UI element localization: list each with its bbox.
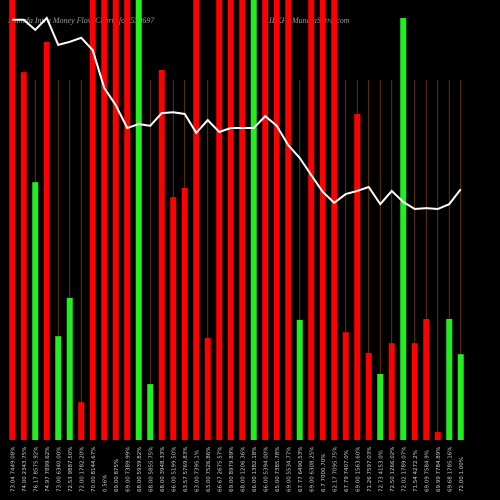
x-tick-label: 62.17 7095.75% [332, 447, 338, 492]
x-tick-label: 0.56% [102, 475, 108, 492]
x-tick-label: 72.00 1.00% [459, 457, 465, 492]
bar [411, 343, 418, 440]
chart-title: Munafa Intra Money Flow Charts for 53969… [7, 16, 155, 25]
bar [66, 297, 73, 440]
bar [273, 0, 280, 440]
x-tick-label: 66.00 5394.00% [263, 447, 269, 492]
bar [32, 182, 39, 440]
x-tick-label: 69.09 7584.9% [424, 450, 430, 492]
x-tick-label: 69.99 7784.89% [436, 447, 442, 492]
x-tick-label: 72.02 1789.07% [401, 447, 407, 492]
bar [135, 0, 142, 440]
flow-line [12, 16, 462, 211]
bar [227, 0, 234, 440]
bar [158, 69, 165, 441]
x-tick-label: 63.57 5769.83% [183, 447, 189, 492]
bar [78, 402, 85, 440]
x-tick-label: 72.00 1782.20% [79, 447, 85, 492]
bar [319, 0, 326, 440]
bar [365, 352, 372, 440]
x-tick-label: 72.53 9887.50% [68, 447, 74, 492]
bar [457, 354, 464, 440]
bar [342, 332, 349, 440]
x-tick-label: 68.00 5855.75% [148, 447, 154, 492]
bar [112, 0, 119, 440]
bar [204, 337, 211, 440]
bar [147, 384, 154, 440]
x-tick-label: 63.00 7395.1% [194, 450, 200, 492]
x-tick-label: 66.67 2675.57% [217, 447, 223, 492]
x-tick-label: 69.68 1785.16% [447, 447, 453, 492]
bar [262, 0, 269, 440]
bar [43, 41, 50, 441]
bar [101, 0, 108, 440]
bar [9, 0, 16, 440]
bar [55, 336, 62, 440]
bar [354, 113, 361, 441]
bar [181, 187, 188, 440]
x-tick-label: 72.73 4153.0% [378, 450, 384, 492]
x-tick-label: 66.00 5199.50% [171, 447, 177, 492]
x-tick-label: 69.00 5534.77% [286, 447, 292, 492]
x-tick-label: 71.54 4272.2% [413, 450, 419, 492]
x-tick-label: 67.77 6490.53% [298, 447, 304, 492]
x-tick-label: 69.00 1563.60% [355, 447, 361, 492]
x-tick-label: 67.79 7407.0% [344, 450, 350, 492]
x-tick-label: 6.7 7000.70% [321, 454, 327, 492]
x-tick-label: 68.00 5939.82% [137, 447, 143, 492]
x-tick-label: 69.00 8979.89% [229, 447, 235, 492]
bar [193, 0, 200, 440]
bar [285, 0, 292, 440]
x-tick-label: 76.17 8575.92% [33, 447, 39, 492]
bar [170, 197, 177, 440]
x-tick-label: 68.00 1206.36% [240, 447, 246, 492]
x-tick-label: 70.00 8144.67% [91, 447, 97, 492]
bar [400, 18, 407, 440]
x-tick-label: 65.00 7385.78% [275, 447, 281, 492]
x-tick-label: 63.00 7526.86% [206, 447, 212, 492]
x-tick-label: 73.04 7449.08% [10, 447, 16, 492]
bar [388, 343, 395, 440]
bar [423, 319, 430, 440]
bar [20, 72, 27, 440]
chart-subtitle: (LILKH) MunafaSutra.com [262, 16, 350, 25]
bar [89, 0, 96, 440]
x-tick-label: 74.00 2343.75% [22, 447, 28, 492]
bar [308, 0, 315, 440]
x-tick-label: 71.26 7597.03% [367, 447, 373, 492]
bar [216, 0, 223, 440]
bar [446, 319, 453, 440]
x-tick-label: 74.97 7899.62% [45, 447, 51, 492]
x-tick-label: 73.00 6340.00% [56, 447, 62, 492]
bar [377, 374, 384, 440]
x-tick-label: 69.00 7389.99% [125, 447, 131, 492]
bar [331, 0, 338, 440]
bar [124, 0, 131, 440]
bar [296, 319, 303, 440]
bar [239, 0, 246, 440]
bar [434, 432, 441, 440]
x-tick-label: 68.00 3948.33% [160, 447, 166, 492]
x-tick-label: 72.50 1266.02% [390, 447, 396, 492]
x-tick-label: 66.00 1382.18% [252, 447, 258, 492]
x-tick-label: 69.00 875% [114, 459, 120, 492]
bar [250, 0, 257, 440]
x-tick-label: 69.00 6308.25% [309, 447, 315, 492]
